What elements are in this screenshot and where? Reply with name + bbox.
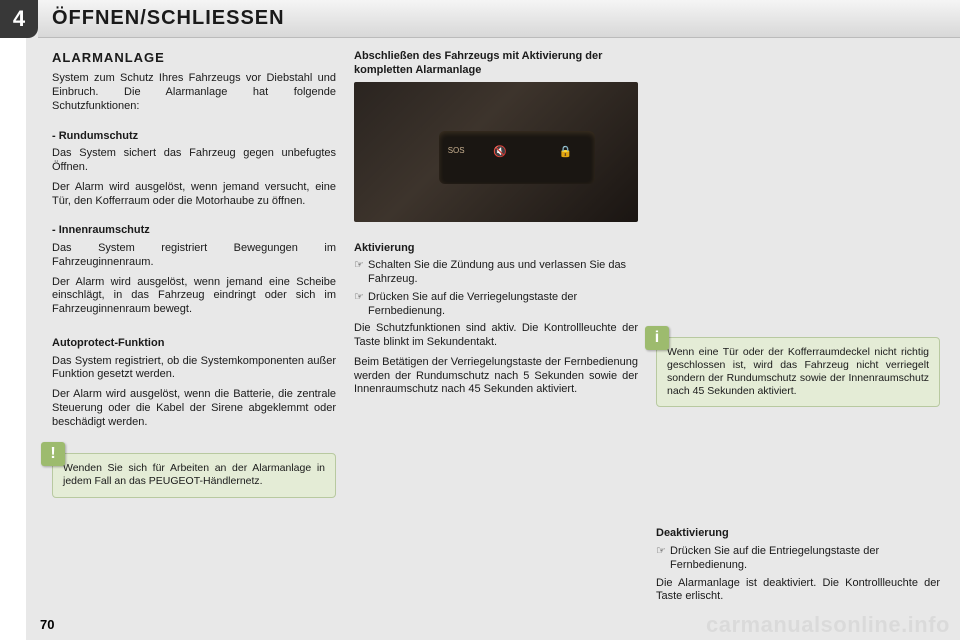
column-1: ALARMANLAGE System zum Schutz Ihres Fahr…: [52, 50, 336, 610]
interior-p1: Das System registriert Bewegungen im Fah…: [52, 242, 336, 270]
deactivation-b1-text: Drücken Sie auf die Entriegelungstaste d…: [670, 545, 940, 573]
page-number: 70: [40, 617, 54, 632]
interior-heading: - Innenraumschutz: [52, 224, 336, 238]
header-title: ÖFFNEN/SCHLIESSEN: [52, 7, 285, 30]
autoprotect-heading: Autoprotect-Funktion: [52, 337, 336, 351]
activation-b2-text: Drücken Sie auf die Verriegelungstaste d…: [368, 291, 638, 319]
info-text: Wenn eine Tür oder der Kofferraumdeckel …: [667, 346, 929, 397]
deactivation-heading: Deaktivierung: [656, 527, 940, 541]
warning-callout: ! Wenden Sie sich für Arbeiten an der Al…: [52, 453, 336, 497]
spacer: [656, 50, 940, 114]
pointer-icon: ☞: [656, 545, 670, 573]
info-icon: i: [645, 326, 669, 350]
info-callout: i Wenn eine Tür oder der Kofferraumdecke…: [656, 337, 940, 408]
deactivation-bullet-1: ☞ Drücken Sie auf die Entriegelungstaste…: [656, 545, 940, 573]
content-grid: ALARMANLAGE System zum Schutz Ihres Fahr…: [52, 50, 940, 610]
pointer-icon: ☞: [354, 291, 368, 319]
activation-bullet-1: ☞ Schalten Sie die Zündung aus und verla…: [354, 259, 638, 287]
activation-bullet-2: ☞ Drücken Sie auf die Verriegelungstaste…: [354, 291, 638, 319]
column-2: Abschließen des Fahrzeugs mit Aktivierun…: [354, 50, 638, 610]
interior-p2: Der Alarm wird ausgelöst, wenn jemand ei…: [52, 276, 336, 317]
page-header: ÖFFNEN/SCHLIESSEN: [38, 0, 960, 38]
activation-heading: Aktivierung: [354, 242, 638, 256]
alarm-title: ALARMANLAGE: [52, 50, 336, 66]
warning-text: Wenden Sie sich für Arbeiten an der Alar…: [63, 462, 325, 487]
activation-b1-text: Schalten Sie die Zündung aus und verlass…: [368, 259, 638, 287]
sos-icon: SOS: [448, 146, 465, 156]
dashboard-photo: SOS 🔇 🔒: [354, 82, 638, 222]
alarm-intro: System zum Schutz Ihres Fahrzeugs vor Di…: [52, 72, 336, 113]
autoprotect-p1: Das System registriert, ob die Systemkom…: [52, 355, 336, 383]
lock-icon: 🔒: [558, 146, 572, 160]
column-3: i Wenn eine Tür oder der Kofferraumdecke…: [656, 50, 940, 610]
activation-p1: Die Schutzfunktionen sind aktiv. Die Kon…: [354, 322, 638, 350]
chapter-tab: 4: [0, 0, 38, 38]
exclamation-icon: !: [41, 442, 65, 466]
perimeter-p1: Das System sichert das Fahrzeug gegen un…: [52, 147, 336, 175]
sound-off-icon: 🔇: [493, 146, 507, 160]
activation-p2: Beim Betätigen der Verriegelungstaste de…: [354, 356, 638, 397]
perimeter-p2: Der Alarm wird ausgelöst, wenn jemand ve…: [52, 181, 336, 209]
deactivation-p1: Die Alarmanlage ist deaktiviert. Die Kon…: [656, 577, 940, 605]
chapter-number: 4: [13, 6, 25, 32]
perimeter-heading: - Rundumschutz: [52, 130, 336, 144]
pointer-icon: ☞: [354, 259, 368, 287]
locking-heading: Abschließen des Fahrzeugs mit Aktivierun…: [354, 50, 638, 78]
autoprotect-p2: Der Alarm wird ausgelöst, wenn die Batte…: [52, 388, 336, 429]
spacer-2: [656, 407, 940, 517]
